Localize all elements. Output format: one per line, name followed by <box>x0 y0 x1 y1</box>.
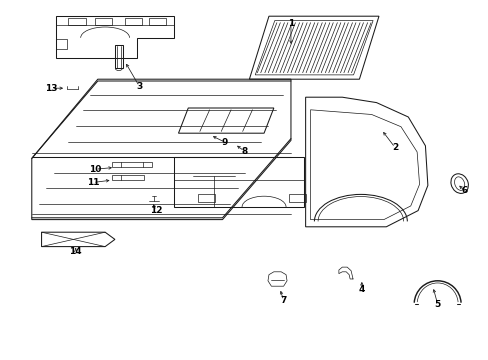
Text: 12: 12 <box>150 206 163 215</box>
Text: 4: 4 <box>358 285 365 294</box>
Text: 13: 13 <box>45 84 58 93</box>
Text: 14: 14 <box>69 247 82 256</box>
Text: 1: 1 <box>287 19 293 28</box>
Text: 7: 7 <box>280 296 286 305</box>
Text: 10: 10 <box>89 165 102 174</box>
Text: 2: 2 <box>391 143 397 152</box>
Text: 9: 9 <box>221 138 228 147</box>
Text: 3: 3 <box>136 82 142 91</box>
Text: 5: 5 <box>434 300 440 309</box>
Text: 11: 11 <box>86 178 99 187</box>
Text: 6: 6 <box>461 186 467 195</box>
Text: 8: 8 <box>241 147 247 156</box>
